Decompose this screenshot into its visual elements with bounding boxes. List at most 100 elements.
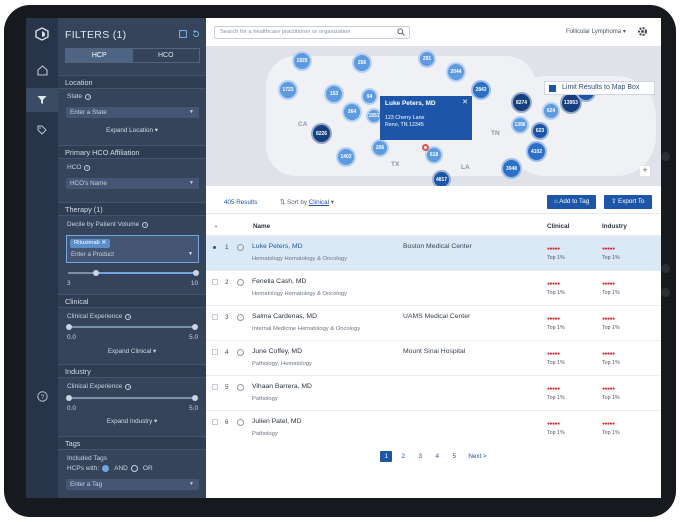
map-cluster[interactable]: 291	[418, 50, 436, 68]
hcp-organization[interactable]: Boston Medical Center	[403, 243, 472, 250]
map-cluster[interactable]: 153	[324, 84, 344, 104]
hcp-name-link[interactable]: Vihaan Barrera, MD	[252, 383, 312, 390]
row-checkbox[interactable]	[212, 349, 218, 355]
or-radio[interactable]	[130, 465, 138, 472]
table-row[interactable]: 5 Vihaan Barrera, MD Pathology ●●●●● Top 1% ●…	[206, 375, 661, 410]
industry-slider[interactable]	[66, 395, 198, 401]
map-cluster[interactable]: 3948	[501, 158, 522, 179]
hco-input[interactable]: HCO's Name ▼	[66, 178, 199, 189]
info-icon[interactable]: i	[125, 383, 132, 390]
export-button[interactable]: ⇪ Export To	[604, 195, 652, 209]
row-checkbox[interactable]	[212, 279, 218, 285]
clinical-min-handle[interactable]	[66, 324, 72, 330]
map-cluster[interactable]: 4102	[526, 141, 547, 162]
map-popup[interactable]: Luke Peters, MD ✕ 123 Cherry Lane Reno, …	[380, 96, 472, 140]
info-icon[interactable]: i	[84, 164, 91, 171]
close-icon[interactable]: ✕	[462, 99, 468, 106]
table-row[interactable]: 1 Luke Peters, MD Hematology Hematology & …	[206, 235, 661, 270]
search-input[interactable]: Search for a healthcare practitioner or …	[214, 26, 410, 39]
row-select-radio[interactable]	[237, 349, 244, 356]
table-row[interactable]: 4 June Coffey, MD Pathology; Hematology Mou…	[206, 340, 661, 375]
clinical-slider[interactable]	[66, 324, 198, 330]
expand-industry-link[interactable]: Expand Industry ▾	[106, 418, 158, 425]
row-select-radio[interactable]	[237, 419, 244, 426]
map-cluster[interactable]: 206	[371, 139, 389, 157]
help-icon[interactable]: ?	[26, 384, 58, 408]
map-cluster[interactable]: 1925	[292, 51, 312, 71]
and-radio[interactable]	[102, 465, 110, 472]
row-select-radio[interactable]	[237, 384, 244, 391]
sort-value[interactable]: Clinical	[308, 199, 330, 206]
map-view[interactable]: CA TX AR TN LA 1925 256 291 2044 1723 15…	[206, 46, 661, 186]
section-therapy[interactable]: Therapy (1)	[58, 202, 206, 216]
info-icon[interactable]: i	[125, 313, 132, 320]
map-cluster[interactable]: 94	[361, 88, 378, 105]
column-clinical[interactable]: Clinical	[547, 223, 570, 230]
decile-max-handle[interactable]	[193, 270, 199, 276]
map-cluster[interactable]: 1402	[336, 147, 356, 167]
next-page-link[interactable]: Next >	[468, 453, 487, 460]
expand-location-link[interactable]: Expand Location ▾	[106, 127, 158, 134]
tab-hco[interactable]: HCO	[157, 52, 174, 59]
row-select-radio[interactable]	[237, 244, 244, 251]
map-cluster[interactable]: 8274	[511, 92, 532, 113]
industry-max-handle[interactable]	[192, 395, 198, 401]
row-checkbox[interactable]	[212, 419, 218, 425]
map-cluster[interactable]: 264	[342, 102, 362, 122]
hcp-name-link[interactable]: Luke Peters, MD	[252, 243, 303, 250]
hcp-organization[interactable]: UAMS Medical Center	[403, 313, 471, 320]
column-name[interactable]: Name	[253, 223, 271, 230]
row-select-radio[interactable]	[237, 279, 244, 286]
row-select-radio[interactable]	[237, 314, 244, 321]
home-icon[interactable]	[26, 58, 58, 82]
reset-icon[interactable]	[192, 30, 200, 38]
table-row[interactable]: 6 Julien Patel, MD Pathology ●●●●● Top 1% ●●●…	[206, 410, 661, 445]
tag-icon[interactable]	[26, 118, 58, 142]
hcp-name-link[interactable]: Salma Cardenas, MD	[252, 313, 317, 320]
add-to-tag-button[interactable]: ⌂ Add to Tag	[547, 195, 597, 209]
map-cluster[interactable]: 1396	[511, 116, 529, 134]
hcp-name-link[interactable]: June Coffey, MD	[252, 348, 302, 355]
close-icon[interactable]: ✕	[101, 240, 107, 246]
map-cluster[interactable]: 8226	[311, 123, 332, 144]
hcp-name-link[interactable]: Julien Patel, MD	[252, 418, 302, 425]
therapy-chip[interactable]: Rituximab ✕	[70, 239, 111, 248]
column-industry[interactable]: Industry	[602, 223, 627, 230]
page-1[interactable]: 1	[380, 451, 393, 462]
info-icon[interactable]: i	[85, 93, 92, 100]
map-cluster[interactable]: 256	[352, 53, 372, 73]
gear-icon[interactable]	[637, 26, 648, 37]
map-cluster[interactable]: 2843	[471, 80, 491, 100]
indication-select[interactable]: Follicular Lymphoma ▾	[566, 29, 626, 35]
decile-min-handle[interactable]	[93, 270, 100, 276]
save-filter-icon[interactable]	[179, 30, 187, 38]
zoom-in-button[interactable]: +	[640, 166, 650, 176]
filter-icon[interactable]	[26, 88, 58, 112]
chevron-down-icon[interactable]: ⌄	[214, 223, 219, 229]
info-icon[interactable]: i	[142, 221, 149, 228]
map-cluster[interactable]: 1723	[278, 80, 298, 100]
section-industry[interactable]: Industry	[58, 364, 206, 378]
map-pin[interactable]	[422, 144, 429, 151]
industry-min-handle[interactable]	[66, 395, 72, 401]
popup-name[interactable]: Luke Peters, MD	[385, 100, 436, 107]
page-3[interactable]: 3	[418, 453, 423, 460]
table-row[interactable]: 2 Fenella Cash, MD Hematology Hematology &…	[206, 270, 661, 305]
map-cluster[interactable]: 2044	[446, 62, 466, 82]
checkbox-icon[interactable]	[549, 84, 556, 92]
page-2[interactable]: 2	[401, 453, 406, 460]
section-tags[interactable]: Tags	[58, 436, 206, 450]
map-cluster[interactable]: 618	[425, 146, 443, 164]
sort-control[interactable]: ⇅ Sort by Clinical ▾	[280, 199, 334, 206]
page-5[interactable]: 5	[452, 453, 457, 460]
tab-hcp[interactable]: HCP	[66, 49, 133, 62]
map-cluster[interactable]: 624	[542, 102, 560, 120]
expand-clinical-link[interactable]: Expand Clinical ▾	[107, 348, 157, 355]
limit-to-map-checkbox[interactable]: Limit Results to Map Box	[544, 81, 655, 95]
clinical-max-handle[interactable]	[192, 324, 198, 330]
section-location[interactable]: Location	[58, 75, 206, 89]
tag-input[interactable]: Enter a Tag ▼	[66, 479, 199, 490]
search-icon[interactable]	[397, 28, 405, 36]
hcp-organization[interactable]: Mount Sinai Hospital	[403, 348, 466, 355]
map-cluster[interactable]: 13953	[560, 92, 582, 114]
